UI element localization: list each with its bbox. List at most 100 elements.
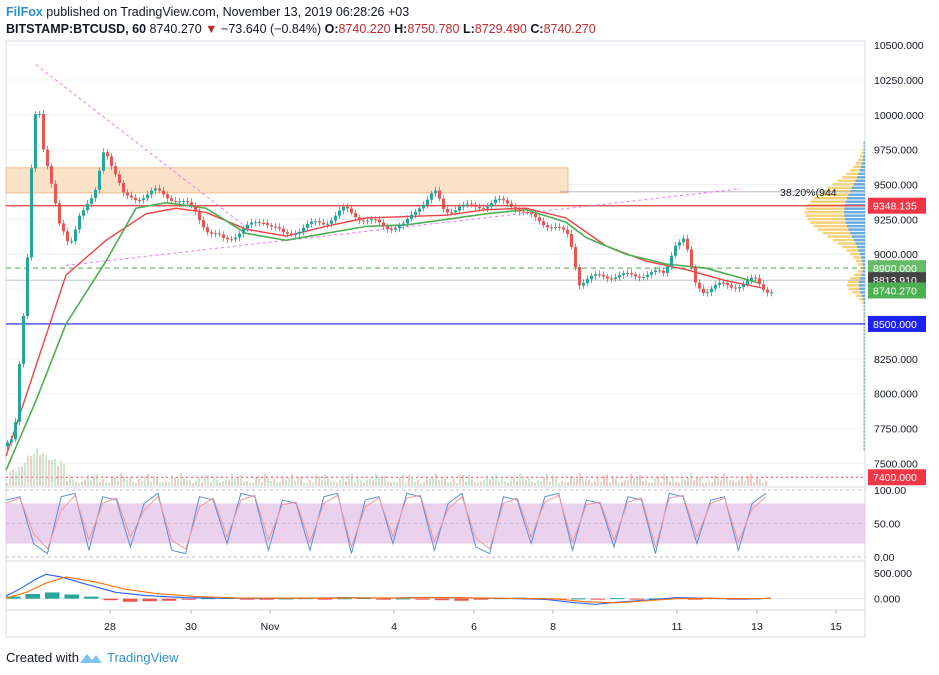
- volume-bar: [102, 479, 104, 486]
- volume-bar: [624, 480, 626, 486]
- time-tick-label: Nov: [261, 621, 280, 633]
- volume-bar: [33, 453, 35, 486]
- volume-bar: [645, 480, 647, 486]
- volume-bar: [210, 482, 212, 486]
- publisher-name[interactable]: FilFox: [6, 5, 43, 19]
- macd-hist-bar: [571, 598, 586, 600]
- volume-profile-bar: [864, 444, 865, 447]
- volume-bar: [285, 479, 287, 486]
- macd-tick-label: 0.000: [874, 594, 900, 606]
- candle-body: [502, 198, 505, 201]
- volume-bar: [81, 481, 83, 486]
- candle-body: [514, 207, 517, 210]
- time-axis[interactable]: 28 30 Nov 4 6 8 11 13 15: [104, 610, 842, 633]
- volume-profile-bar: [863, 367, 865, 371]
- candle-body: [626, 272, 629, 274]
- time-tick-label: 15: [830, 621, 842, 633]
- candle-body: [722, 282, 725, 284]
- macd-hist-bar: [278, 598, 294, 600]
- volume-bar: [414, 481, 416, 486]
- volume-profile-bar: [863, 406, 865, 409]
- volume-profile-bar: [863, 402, 865, 406]
- volume-bar: [417, 479, 419, 486]
- volume-bar: [300, 477, 302, 486]
- volume-profile-bar: [822, 231, 851, 235]
- volume-bar: [648, 482, 650, 486]
- candle-body: [54, 183, 57, 204]
- volume-profile-bar: [863, 332, 865, 336]
- volume-profile-bar: [863, 318, 865, 322]
- candle-body: [10, 439, 13, 443]
- volume-bar: [747, 475, 749, 486]
- symbol-label[interactable]: BITSTAMP:BTCUSD, 60: [6, 22, 147, 36]
- candle-body: [734, 287, 737, 289]
- volume-bar: [279, 482, 281, 486]
- volume-bar: [522, 476, 524, 486]
- candle-body: [150, 190, 153, 195]
- volume-bar: [108, 482, 110, 486]
- volume-bar: [264, 473, 266, 486]
- candle-body: [758, 278, 761, 285]
- candle-body: [486, 206, 489, 209]
- y-tick-label: 7500.000: [874, 458, 918, 470]
- volume-profile-bar: [864, 318, 865, 322]
- candle-body: [290, 233, 293, 235]
- candle-body: [494, 199, 497, 204]
- candle-body: [214, 233, 217, 235]
- price-tag: [868, 197, 926, 214]
- open-value: 8740.220: [338, 22, 391, 36]
- volume-profile-bar: [863, 336, 865, 339]
- volume-bar: [486, 474, 488, 486]
- candle-body: [294, 234, 297, 236]
- volume-bar: [270, 480, 272, 486]
- volume-profile-bar: [863, 329, 865, 332]
- price-tag-label: 8740.270: [873, 285, 917, 297]
- candle-body: [218, 233, 221, 235]
- tradingview-link[interactable]: TradingView: [106, 650, 179, 665]
- stochastic-pane[interactable]: 100.00 50.00 0.00: [5, 485, 906, 564]
- volume-profile-bar: [855, 259, 862, 263]
- volume-profile-bar: [863, 151, 865, 155]
- macd-hist-bar: [142, 598, 157, 602]
- price-tag: [868, 469, 926, 486]
- volume-profile-bar: [827, 186, 852, 190]
- candle-body: [94, 189, 97, 199]
- low-value: 8729.490: [474, 22, 527, 36]
- open-label: O:: [324, 22, 339, 36]
- volume-bar: [579, 473, 581, 486]
- y-tick-label: 9750.000: [874, 145, 918, 157]
- price-pane[interactable]: 10500.000 10250.000 10000.000 9750.000 9500.…: [5, 40, 926, 486]
- volume-bar: [78, 482, 80, 486]
- volume-profile-bar: [863, 343, 865, 346]
- volume-bar: [201, 482, 203, 486]
- candle-body: [266, 223, 269, 226]
- candle-body: [554, 226, 557, 228]
- volume-bar: [504, 481, 506, 486]
- volume-profile-bar: [853, 238, 865, 242]
- volume-bar: [153, 475, 155, 486]
- candle-body: [286, 232, 289, 234]
- volume-profile-bar: [861, 273, 865, 277]
- volume-bar: [18, 467, 20, 486]
- candle-body: [750, 277, 753, 281]
- y-tick-label: 9500.000: [874, 180, 918, 192]
- volume-profile-bar: [851, 291, 861, 294]
- candle-body: [506, 200, 509, 204]
- volume-profile-bar: [864, 406, 865, 409]
- price-tag-label: 9348.135: [873, 201, 917, 213]
- candle-body: [622, 273, 625, 275]
- volume-bar: [576, 479, 578, 486]
- macd-hist-bar: [64, 594, 79, 599]
- volume-bar: [186, 479, 188, 486]
- macd-hist-bar: [376, 598, 391, 600]
- macd-pane[interactable]: 500.000 0.000: [5, 568, 912, 606]
- stoch-k-line: [5, 492, 767, 555]
- volume-profile-bar: [817, 228, 849, 231]
- y-tick-label: 7750.000: [874, 423, 918, 435]
- candle-body: [478, 206, 481, 209]
- candle-body: [718, 282, 721, 285]
- volume-bar: [729, 480, 731, 486]
- volume-profile-bar: [863, 413, 865, 416]
- volume-profile-bar: [855, 294, 862, 298]
